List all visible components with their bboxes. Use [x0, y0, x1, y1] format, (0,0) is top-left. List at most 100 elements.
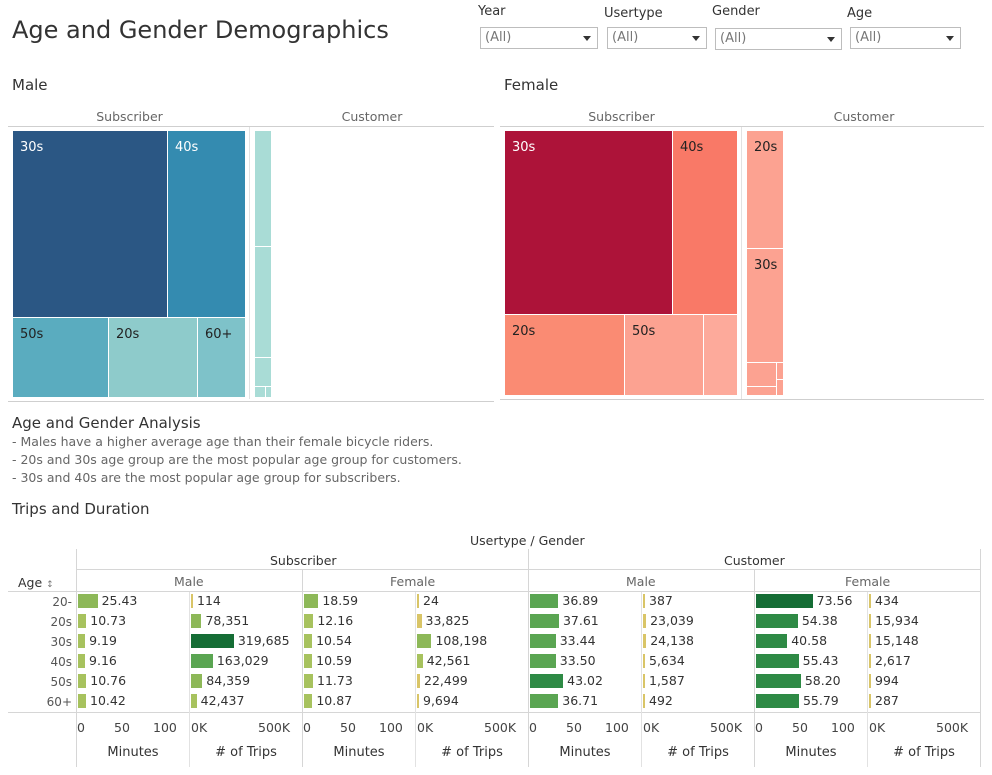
treemap-tile[interactable]	[703, 314, 738, 396]
treemap-tile[interactable]: 30s	[504, 130, 673, 315]
minutes-bar[interactable]	[78, 594, 98, 608]
minutes-bar[interactable]	[78, 634, 86, 648]
filter-usertype-dropdown[interactable]: (All)	[607, 27, 707, 49]
minutes-bar[interactable]	[530, 674, 564, 688]
minutes-bar[interactable]	[78, 694, 87, 708]
trips-bar[interactable]	[869, 674, 871, 688]
treemap-tile[interactable]: 40s	[167, 130, 246, 318]
trips-bar[interactable]	[417, 614, 422, 628]
treemap-tile[interactable]: 30s	[12, 130, 168, 318]
trips-bar[interactable]	[191, 674, 203, 688]
minutes-bar[interactable]	[756, 594, 813, 608]
trips-value: 114	[197, 593, 221, 608]
trips-bar[interactable]	[869, 634, 872, 648]
minutes-value: 40.58	[791, 633, 828, 648]
trips-value: 33,825	[425, 613, 470, 628]
tile-label: 30s	[20, 140, 44, 155]
filter-year-label: Year	[478, 4, 506, 19]
trips-bar[interactable]	[869, 614, 872, 628]
minutes-bar[interactable]	[530, 614, 559, 628]
minutes-bar[interactable]	[756, 614, 798, 628]
trips-bar[interactable]	[869, 654, 871, 668]
minutes-bar[interactable]	[530, 694, 559, 708]
chevron-down-icon	[583, 36, 591, 41]
minutes-bar[interactable]	[304, 594, 319, 608]
axis-tick: 500K	[936, 720, 969, 735]
minutes-bar[interactable]	[304, 614, 314, 628]
trips-bar[interactable]	[643, 694, 645, 708]
sort-icon[interactable]: ↕	[46, 580, 54, 590]
minutes-bar[interactable]	[78, 654, 86, 668]
filter-age-dropdown[interactable]: (All)	[850, 27, 961, 49]
minutes-bar[interactable]	[530, 594, 559, 608]
minutes-bar[interactable]	[304, 694, 313, 708]
trips-bar[interactable]	[417, 654, 423, 668]
minutes-axis-title: Minutes	[785, 745, 837, 760]
minutes-value: 43.02	[567, 673, 603, 688]
axis-tick: 50	[792, 720, 808, 735]
filter-gender-value: (All)	[720, 31, 747, 46]
divider	[8, 401, 494, 402]
trips-bar[interactable]	[643, 614, 647, 628]
minutes-bar[interactable]	[78, 614, 87, 628]
minutes-bar[interactable]	[756, 694, 799, 708]
trips-bar[interactable]	[643, 674, 645, 688]
trips-bar[interactable]	[191, 654, 213, 668]
treemap-tile[interactable]	[254, 357, 272, 387]
treemap-tile[interactable]	[746, 386, 777, 396]
minutes-value: 37.61	[562, 613, 599, 628]
treemap-tile[interactable]	[254, 130, 272, 247]
treemap-tile[interactable]: 50s	[12, 317, 109, 398]
trips-value: 42,437	[200, 693, 245, 708]
treemap-tile[interactable]	[746, 362, 777, 387]
filter-usertype-label: Usertype	[604, 6, 663, 21]
treemap-tile[interactable]: 50s	[624, 314, 704, 396]
treemap-tile[interactable]: 20s	[108, 317, 198, 398]
filter-year-dropdown[interactable]: (All)	[480, 27, 598, 49]
treemap-tile[interactable]	[254, 246, 272, 358]
minutes-bar[interactable]	[304, 674, 314, 688]
treemap-tile[interactable]: 20s	[746, 130, 784, 249]
trips-bar[interactable]	[643, 634, 647, 648]
trips-bar[interactable]	[191, 634, 234, 648]
minutes-bar[interactable]	[756, 654, 799, 668]
minutes-bar[interactable]	[756, 674, 801, 688]
trips-bar[interactable]	[191, 594, 193, 608]
minutes-bar[interactable]	[530, 654, 556, 668]
trips-bar[interactable]	[417, 594, 419, 608]
usertype-header-subscriber: Subscriber	[270, 553, 337, 568]
trips-bar[interactable]	[869, 694, 871, 708]
minutes-bar[interactable]	[78, 674, 87, 688]
trips-bar[interactable]	[191, 694, 197, 708]
minutes-value: 18.59	[322, 593, 359, 608]
treemap-tile[interactable]: 30s	[746, 248, 784, 363]
age-row-header[interactable]: Age ↕	[18, 575, 54, 590]
minutes-value: 10.76	[90, 673, 127, 688]
divider	[500, 399, 984, 400]
trips-bar[interactable]	[643, 654, 645, 668]
minutes-bar[interactable]	[304, 634, 313, 648]
usertype-gender-header: Usertype / Gender	[470, 533, 585, 548]
trips-value: 163,029	[216, 653, 269, 668]
filter-gender-dropdown[interactable]: (All)	[715, 28, 842, 50]
treemap-tile[interactable]: 60+	[197, 317, 246, 398]
treemap-tile[interactable]	[265, 386, 272, 398]
minutes-value: 10.42	[90, 693, 126, 708]
treemap-tile[interactable]: 20s	[504, 314, 625, 396]
treemap-tile[interactable]: 40s	[672, 130, 738, 315]
trips-bar[interactable]	[417, 634, 432, 648]
minutes-bar[interactable]	[756, 634, 788, 648]
trips-bar[interactable]	[191, 614, 202, 628]
trips-bar[interactable]	[417, 694, 419, 708]
treemap-tile[interactable]	[776, 379, 784, 396]
minutes-bar[interactable]	[530, 634, 556, 648]
trips-bar[interactable]	[417, 674, 420, 688]
trips-bar[interactable]	[643, 594, 645, 608]
trips-value: 5,634	[649, 653, 685, 668]
minutes-bar[interactable]	[304, 654, 313, 668]
trips-bar[interactable]	[869, 594, 871, 608]
trips-value: 2,617	[875, 653, 911, 668]
treemap-tile[interactable]	[776, 362, 784, 380]
axis-tick: 0	[529, 720, 537, 735]
female-subscriber-header: Subscriber	[588, 109, 655, 124]
